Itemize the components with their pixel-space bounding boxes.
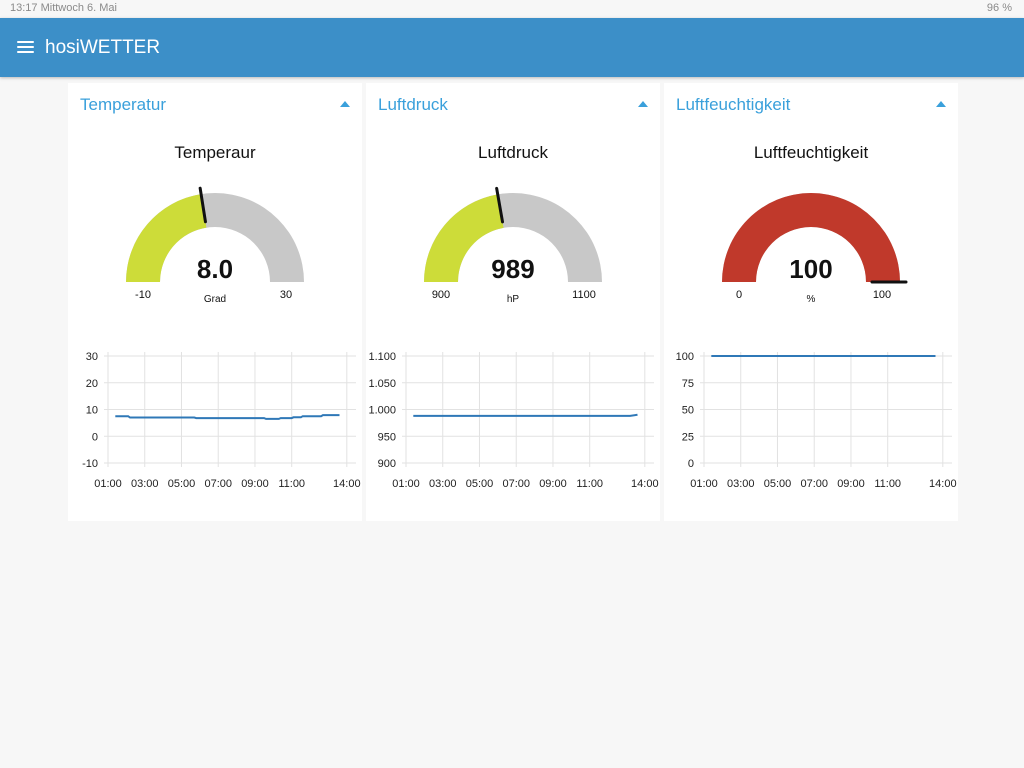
gauge-units: Grad	[203, 294, 227, 305]
y-tick-label: 900	[378, 458, 396, 470]
card-luftfeuchtigkeit: Luftfeuchtigkeit Luftfeuchtigkeit 100 % …	[664, 83, 958, 521]
gauge-label: Luftdruck	[478, 143, 548, 162]
gauge-units: hP	[506, 294, 520, 305]
x-tick-label: 09:00	[539, 478, 567, 490]
y-tick-label: 30	[86, 351, 98, 363]
card-temperatur: Temperatur Temperaur 8.0 Grad -10 30 30 2…	[68, 83, 362, 521]
x-tick-label: 07:00	[502, 478, 530, 490]
status-bar: 13:17 Mittwoch 6. Mai 96 %	[0, 0, 1024, 18]
group-title: Luftfeuchtigkeit	[676, 95, 791, 114]
humidity-chart: 100 75 50 25 0 01:00 03:00 05:00 07:00 09:00 11:00…	[676, 351, 957, 490]
group-header-temperatur[interactable]: Temperatur	[68, 83, 362, 125]
x-tick-label: 01:00	[392, 478, 420, 490]
series-line	[115, 414, 340, 420]
x-tick-label: 14:00	[631, 478, 659, 490]
gauge-label: Luftfeuchtigkeit	[753, 143, 869, 162]
gauge-fill	[126, 194, 207, 282]
gauge-units: %	[806, 294, 816, 305]
gauge-value: 989	[491, 254, 535, 284]
status-battery: 96 %	[986, 2, 1012, 14]
y-tick-label: 75	[682, 378, 694, 390]
y-tick-label: 10	[86, 405, 98, 417]
pressure-gauge	[424, 186, 602, 282]
x-tick-label: 11:00	[278, 478, 305, 490]
y-tick-label: 0	[688, 458, 694, 470]
x-tick-label: 11:00	[874, 478, 901, 490]
x-tick-label: 09:00	[241, 478, 269, 490]
gauge-label: Temperaur	[174, 143, 256, 162]
gauge-min: 0	[735, 289, 743, 301]
x-tick-label: 05:00	[764, 478, 792, 490]
gauge-min: -10	[135, 289, 151, 301]
group-title: Luftdruck	[378, 95, 448, 114]
group-header-luftfeuchtigkeit[interactable]: Luftfeuchtigkeit	[664, 83, 958, 125]
group-header-luftdruck[interactable]: Luftdruck	[366, 83, 660, 125]
card-luftdruck: Luftdruck Luftdruck 989 hP 900 1100 1.10…	[366, 83, 660, 521]
gauge-needle	[198, 186, 207, 224]
gauge-max: 30	[279, 289, 293, 301]
gauge-needle	[495, 186, 505, 224]
x-tick-label: 14:00	[333, 478, 361, 490]
gauge-max: 100	[872, 289, 892, 301]
x-tick-label: 11:00	[576, 478, 603, 490]
y-tick-label: 950	[378, 431, 396, 443]
gauge-max: 1100	[572, 289, 596, 301]
x-tick-label: 03:00	[429, 478, 457, 490]
x-tick-label: 05:00	[466, 478, 494, 490]
x-tick-label: 07:00	[800, 478, 828, 490]
pressure-chart: 1.100 1.050 1.000 950 900 01:00 03:00 05:00 07:0…	[368, 351, 659, 490]
collapse-icon[interactable]	[936, 101, 946, 107]
y-tick-label: -10	[82, 458, 98, 470]
x-tick-label: 01:00	[690, 478, 718, 490]
x-tick-label: 03:00	[727, 478, 755, 490]
temperature-chart: 30 20 10 0 -10 01:00 03:00 05:00 07:00 09:00 11:00…	[82, 351, 361, 490]
gauge-value: 100	[789, 254, 833, 284]
y-tick-label: 0	[92, 431, 98, 443]
app-title: hosiWETTER	[45, 37, 161, 58]
x-tick-label: 14:00	[929, 478, 957, 490]
menu-icon[interactable]	[17, 40, 34, 54]
x-tick-label: 07:00	[204, 478, 232, 490]
status-time-date: 13:17 Mittwoch 6. Mai	[10, 2, 117, 14]
gauge-fill	[424, 194, 504, 282]
gauge-fill	[722, 193, 900, 282]
collapse-icon[interactable]	[340, 101, 350, 107]
x-tick-label: 01:00	[94, 478, 122, 490]
gauge-value: 8.0	[196, 254, 234, 284]
y-tick-label: 25	[682, 431, 694, 443]
app-toolbar: hosiWETTER	[0, 18, 1024, 77]
humidity-gauge	[722, 193, 908, 284]
gauge-min: 900	[431, 289, 451, 301]
y-tick-label: 100	[676, 351, 694, 363]
group-title: Temperatur	[80, 95, 166, 114]
collapse-icon[interactable]	[638, 101, 648, 107]
y-tick-label: 50	[682, 405, 694, 417]
series-line	[413, 413, 638, 417]
x-tick-label: 09:00	[837, 478, 865, 490]
x-tick-label: 03:00	[131, 478, 159, 490]
x-tick-label: 05:00	[168, 478, 196, 490]
y-tick-label: 1.000	[368, 405, 396, 417]
y-tick-label: 1.100	[368, 351, 396, 363]
y-tick-label: 1.050	[368, 378, 396, 390]
temperature-gauge	[126, 186, 304, 282]
y-tick-label: 20	[86, 378, 98, 390]
